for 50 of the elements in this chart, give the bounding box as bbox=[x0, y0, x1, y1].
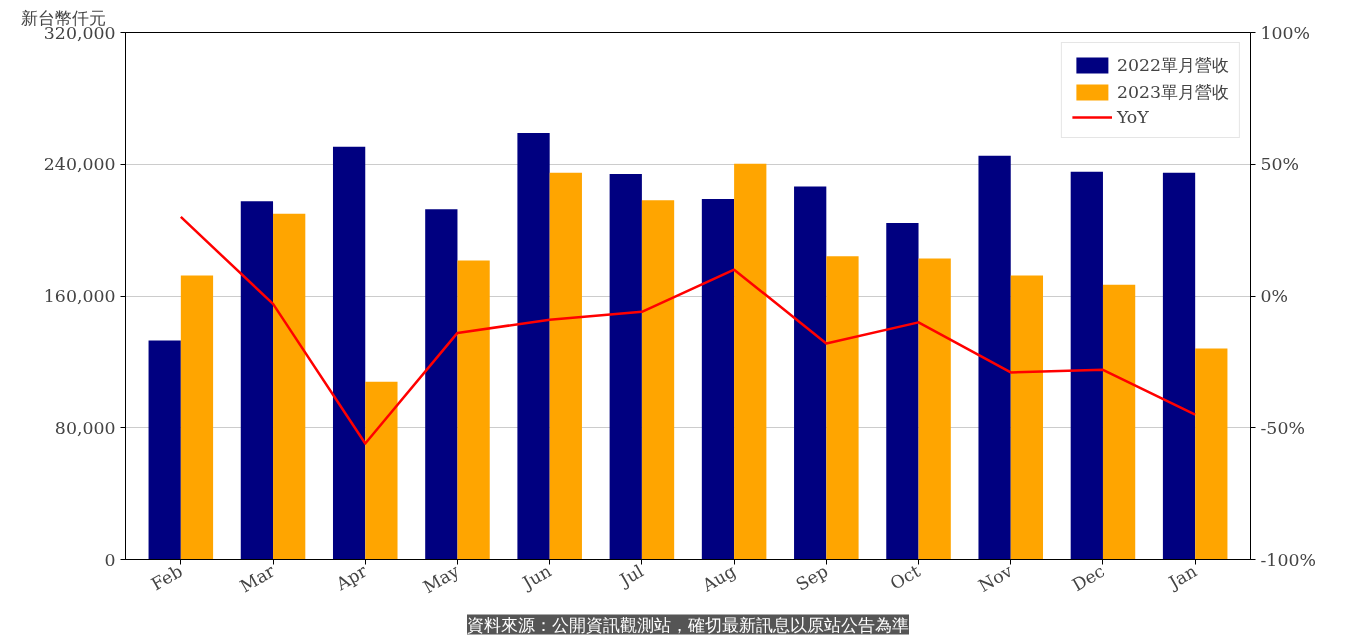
x-tick-label: Mar bbox=[236, 560, 279, 597]
x-tick-label: Sep bbox=[792, 560, 832, 595]
bar bbox=[734, 163, 767, 560]
legend-label: 2023單月營收 bbox=[1116, 81, 1229, 104]
legend-label: YoY bbox=[1116, 107, 1149, 127]
x-tick-label: Oct bbox=[886, 560, 924, 594]
x-tick-label: Feb bbox=[147, 560, 186, 595]
bar bbox=[794, 186, 827, 560]
y2-tick-label: 0% bbox=[1260, 286, 1288, 306]
bar bbox=[457, 260, 490, 560]
source-note: 資料來源：公開資訊觀測站，確切最新訊息以原站公告為準 bbox=[467, 614, 909, 635]
bar bbox=[332, 146, 366, 560]
y2-tick-label: -50% bbox=[1260, 417, 1305, 438]
x-tick-label: Dec bbox=[1068, 560, 1108, 596]
y-tick-label: 240,000 bbox=[43, 154, 116, 175]
y2-tick-label: 100% bbox=[1260, 22, 1311, 43]
y2-tick-label: -100% bbox=[1260, 549, 1316, 570]
bar bbox=[1102, 284, 1136, 560]
x-tick-label: May bbox=[419, 560, 463, 598]
y-tick-label: 0 bbox=[104, 549, 116, 570]
bar bbox=[1162, 172, 1196, 560]
bar bbox=[826, 256, 859, 560]
bar bbox=[609, 173, 642, 560]
y-tick-label: 160,000 bbox=[43, 286, 116, 306]
legend-label: 2022單月營收 bbox=[1116, 54, 1229, 77]
x-tick-label: Apr bbox=[331, 560, 371, 595]
bar bbox=[517, 132, 550, 560]
x-tick-label: Aug bbox=[698, 560, 740, 597]
bar bbox=[148, 340, 181, 560]
bar bbox=[918, 258, 951, 560]
bar bbox=[365, 381, 398, 560]
bar bbox=[273, 213, 306, 560]
bar bbox=[1010, 275, 1044, 560]
bar bbox=[641, 200, 675, 560]
bar bbox=[240, 201, 274, 560]
bar bbox=[1070, 171, 1103, 560]
x-tick-label: Jun bbox=[517, 560, 555, 594]
y-tick-label: 80,000 bbox=[54, 417, 116, 438]
bar bbox=[886, 223, 919, 560]
bar bbox=[1195, 348, 1228, 560]
x-tick-label: Jul bbox=[614, 560, 648, 591]
bar bbox=[978, 155, 1011, 560]
x-tick-label: Nov bbox=[975, 560, 1016, 596]
bar bbox=[180, 275, 214, 560]
bar bbox=[701, 199, 735, 560]
bar bbox=[549, 172, 582, 560]
line-series bbox=[179, 215, 1197, 445]
bar bbox=[425, 209, 458, 560]
x-tick-label: Jan bbox=[1163, 560, 1201, 594]
y2-tick-label: 50% bbox=[1260, 154, 1300, 175]
